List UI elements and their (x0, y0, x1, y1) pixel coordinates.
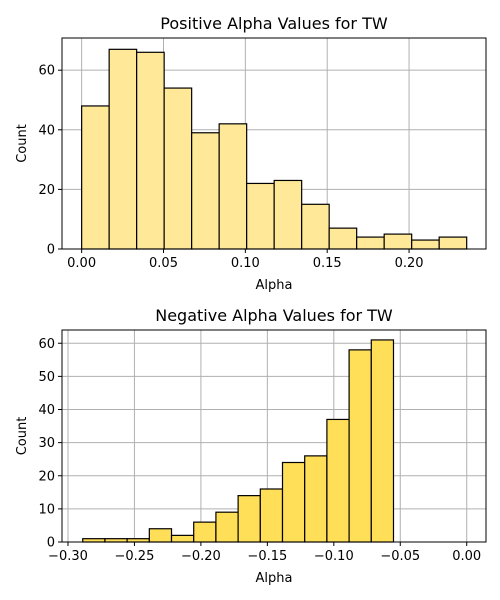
x-tick-label: −0.15 (247, 549, 287, 564)
histogram-bar (304, 455, 328, 543)
y-tick-label: 60 (38, 64, 55, 79)
y-tick-label: 40 (38, 403, 55, 418)
x-axis-label: Alpha (256, 278, 293, 293)
histogram-bar (301, 203, 330, 250)
x-tick-label: −0.20 (181, 549, 221, 564)
histogram-bar (328, 227, 358, 250)
y-tick-label: 30 (38, 436, 55, 451)
x-tick-label: 0.05 (149, 256, 178, 271)
histogram-bar (370, 339, 395, 543)
y-tick-label: 20 (38, 469, 55, 484)
histogram-bar (356, 236, 385, 250)
y-axis-label: Count (15, 124, 30, 163)
x-tick-label: 0.20 (395, 256, 424, 271)
histogram-bar (215, 511, 239, 543)
y-axis-label: Count (15, 417, 30, 456)
histogram-bar (348, 349, 372, 543)
histogram-bar (193, 521, 217, 543)
histogram-bar (411, 239, 440, 250)
histogram-bar (191, 132, 220, 250)
histogram-bar (438, 236, 468, 250)
y-tick-label: 50 (38, 370, 55, 385)
y-tick-label: 10 (38, 502, 55, 517)
negative-alpha-histogram: −0.30 −0.25 −0.20 −0.15 −0.10 −0.05 0.00 0 10 20 3… (15, 306, 487, 586)
y-tick-label: 0 (47, 243, 55, 258)
histogram-bar (148, 528, 173, 543)
plot-frame (61, 329, 487, 543)
x-axis-label: Alpha (256, 571, 293, 586)
y-tick-label: 0 (47, 536, 55, 551)
x-tick-label: 0.10 (231, 256, 260, 271)
histogram-bar (246, 182, 275, 250)
histogram-bar (259, 488, 284, 543)
histogram-bar (218, 123, 248, 250)
x-tick-label: −0.30 (48, 549, 88, 564)
x-tick-label: −0.10 (314, 549, 354, 564)
plot-frame (61, 37, 487, 250)
y-tick-label: 20 (38, 183, 55, 198)
histogram-bar (163, 87, 193, 250)
histogram-bar (81, 105, 110, 250)
histogram-bar (281, 461, 306, 543)
histogram-bar (326, 418, 350, 543)
x-tick-label: −0.05 (380, 549, 420, 564)
y-tick-label: 60 (38, 337, 55, 352)
histogram-bar (136, 51, 165, 250)
chart-title: Negative Alpha Values for TW (155, 306, 393, 325)
x-tick-label: 0.15 (313, 256, 342, 271)
histogram-bar (273, 179, 303, 250)
x-tick-label: −0.25 (115, 549, 155, 564)
histogram-bar (383, 233, 413, 250)
chart-title: Positive Alpha Values for TW (160, 14, 388, 33)
histogram-bar (237, 495, 261, 543)
y-tick-label: 40 (38, 123, 55, 138)
x-tick-label: 0.00 (67, 256, 96, 271)
histogram-bar (170, 534, 195, 543)
positive-alpha-histogram: 0.00 0.05 0.10 0.15 0.20 0 20 40 60 Positive Alph… (15, 14, 487, 293)
x-tick-label: 0.00 (452, 549, 481, 564)
histogram-bar (108, 48, 138, 250)
